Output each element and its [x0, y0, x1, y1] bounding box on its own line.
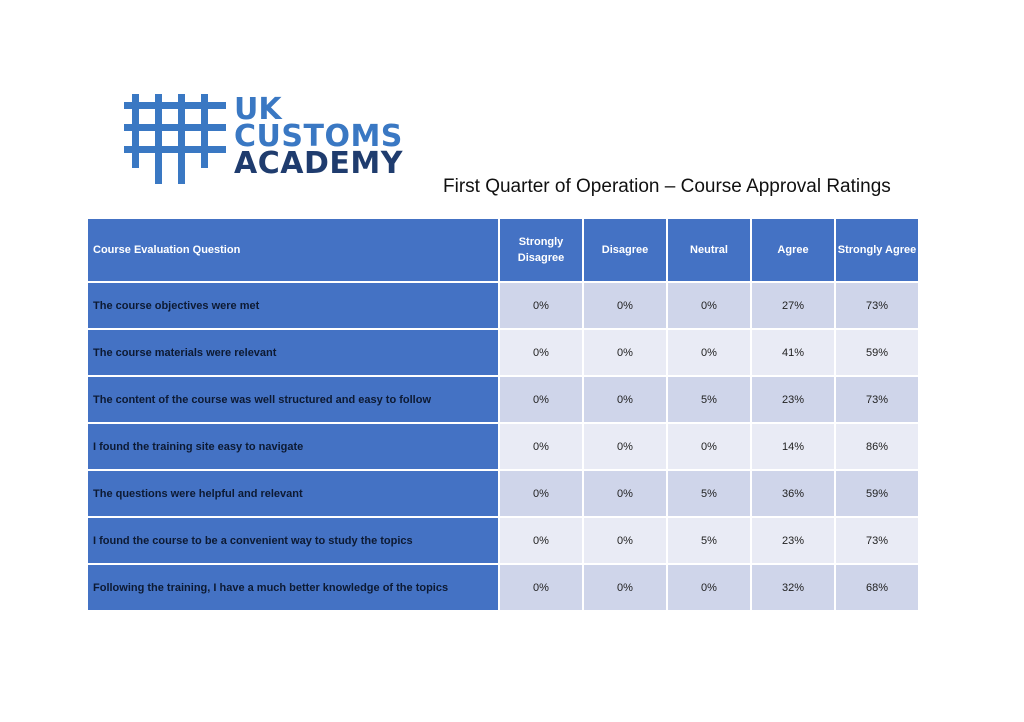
value-neutral: 0% [666, 563, 752, 612]
header-question: Course Evaluation Question [86, 217, 500, 283]
question-cell: The course objectives were met [86, 281, 500, 330]
value-neutral: 0% [666, 328, 752, 377]
value-strongly-disagree: 0% [498, 422, 584, 471]
value-agree: 41% [750, 328, 836, 377]
question-cell: Following the training, I have a much be… [86, 563, 500, 612]
value-strongly-agree: 73% [834, 516, 920, 565]
value-strongly-disagree: 0% [498, 469, 584, 518]
table-row: The content of the course was well struc… [86, 375, 920, 424]
header-neutral: Neutral [666, 217, 752, 283]
logo-line-uk: UK [234, 92, 282, 127]
table-row: The questions were helpful and relevant … [86, 469, 920, 518]
value-neutral: 5% [666, 469, 752, 518]
page-title: First Quarter of Operation – Course Appr… [443, 176, 891, 197]
value-neutral: 0% [666, 422, 752, 471]
value-strongly-disagree: 0% [498, 563, 584, 612]
header-strongly-agree: Strongly Agree [834, 217, 920, 283]
uk-customs-academy-logo: UK CUSTOMS ACADEMY [124, 94, 434, 186]
table-row: I found the course to be a convenient wa… [86, 516, 920, 565]
value-strongly-disagree: 0% [498, 328, 584, 377]
value-disagree: 0% [582, 563, 668, 612]
question-cell: I found the training site easy to naviga… [86, 422, 500, 471]
table-row: The course objectives were met 0% 0% 0% … [86, 281, 920, 330]
value-disagree: 0% [582, 375, 668, 424]
value-strongly-disagree: 0% [498, 281, 584, 330]
table-row: Following the training, I have a much be… [86, 563, 920, 612]
value-disagree: 0% [582, 281, 668, 330]
value-agree: 23% [750, 375, 836, 424]
value-disagree: 0% [582, 328, 668, 377]
table-row: I found the training site easy to naviga… [86, 422, 920, 471]
value-disagree: 0% [582, 422, 668, 471]
logo-wordmark: UK CUSTOMS ACADEMY [234, 92, 403, 181]
value-agree: 27% [750, 281, 836, 330]
table-row: The course materials were relevant 0% 0%… [86, 328, 920, 377]
value-agree: 32% [750, 563, 836, 612]
question-cell: The course materials were relevant [86, 328, 500, 377]
logo-line-academy: ACADEMY [234, 146, 403, 181]
value-neutral: 5% [666, 516, 752, 565]
value-agree: 36% [750, 469, 836, 518]
header-disagree: Disagree [582, 217, 668, 283]
ratings-table: Course Evaluation Question Strongly Disa… [86, 217, 920, 612]
table-header-row: Course Evaluation Question Strongly Disa… [86, 217, 920, 283]
value-strongly-agree: 68% [834, 563, 920, 612]
value-neutral: 5% [666, 375, 752, 424]
portcullis-icon [124, 94, 226, 184]
value-strongly-agree: 59% [834, 328, 920, 377]
value-agree: 23% [750, 516, 836, 565]
logo-line-customs: CUSTOMS [234, 119, 403, 154]
value-strongly-agree: 73% [834, 281, 920, 330]
header-strongly-disagree: Strongly Disagree [498, 217, 584, 283]
value-strongly-agree: 86% [834, 422, 920, 471]
value-strongly-agree: 73% [834, 375, 920, 424]
value-strongly-agree: 59% [834, 469, 920, 518]
value-agree: 14% [750, 422, 836, 471]
value-disagree: 0% [582, 469, 668, 518]
value-strongly-disagree: 0% [498, 516, 584, 565]
value-disagree: 0% [582, 516, 668, 565]
value-strongly-disagree: 0% [498, 375, 584, 424]
question-cell: The content of the course was well struc… [86, 375, 500, 424]
value-neutral: 0% [666, 281, 752, 330]
question-cell: The questions were helpful and relevant [86, 469, 500, 518]
question-cell: I found the course to be a convenient wa… [86, 516, 500, 565]
header-agree: Agree [750, 217, 836, 283]
